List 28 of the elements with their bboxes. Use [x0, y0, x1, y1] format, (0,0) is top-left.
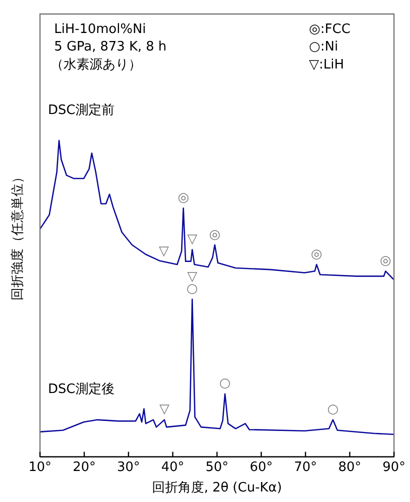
x-tick-label: 30°	[116, 460, 140, 475]
annotation: ▽	[159, 402, 170, 418]
text: ▽:LiH	[309, 57, 344, 72]
x-tick-label: 40°	[161, 460, 184, 475]
x-tick-label: 60°	[250, 460, 273, 475]
x-tick-label: 20°	[72, 460, 96, 475]
text: LiH-10mol%Ni	[54, 22, 146, 37]
annotation: ◎	[310, 246, 322, 262]
annotation: ○	[219, 376, 231, 392]
x-axis-title: 回折角度, 2θ (Cu-Kα)	[152, 480, 282, 496]
x-tick-label: 70°	[294, 460, 318, 475]
text: ◎:FCC	[309, 22, 350, 37]
x-tick-label: 10°	[28, 460, 52, 475]
annotation: ◎	[209, 227, 220, 242]
annotation: ▽	[158, 244, 169, 260]
annotation: ▽	[187, 232, 198, 248]
x-tick-label: 90°	[382, 460, 406, 475]
text: （水素源あり）	[50, 57, 142, 72]
annotation: ◎	[178, 190, 190, 206]
series-label: DSC測定後	[48, 382, 114, 398]
series-label: DSC測定前	[48, 102, 114, 118]
x-tick-label: 80°	[338, 460, 362, 475]
annotation: ○	[327, 402, 339, 418]
text: ○:Ni	[309, 40, 338, 55]
x-tick-label: 50°	[205, 460, 229, 475]
y-axis-title: 回折強度（任意単位）	[9, 170, 26, 300]
text: 5 GPa, 873 K, 8 h	[54, 40, 167, 55]
annotation: ◎	[380, 254, 392, 269]
